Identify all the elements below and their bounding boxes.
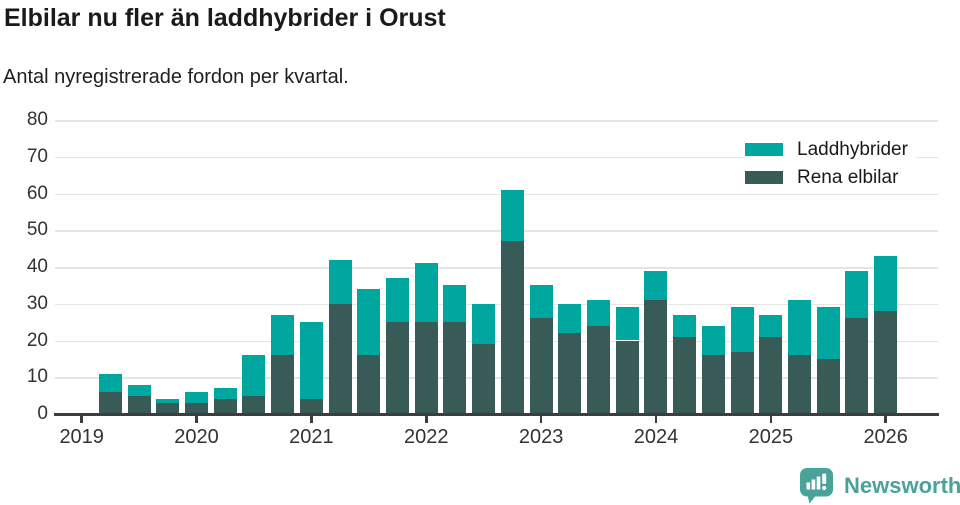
bar-laddhybrider-2023-Q1: [530, 285, 553, 318]
bar-laddhybrider-2021-Q2: [329, 260, 352, 304]
newsworthy-speech-bubble-bar-chart-icon: [799, 467, 835, 504]
bar-laddhybrider-2025-Q3: [817, 307, 840, 358]
x-tick-2023: [540, 416, 543, 423]
x-tick-label-2021: 2021: [276, 426, 346, 449]
newsworthy-logo[interactable]: Newsworthy: [799, 467, 960, 504]
bar-rena-elbilar-2023-Q4: [616, 341, 639, 415]
legend-label: Laddhybrider: [797, 139, 908, 160]
x-tick-label-2026: 2026: [851, 426, 921, 449]
bar-laddhybrider-2024-Q4: [731, 307, 754, 351]
bar-rena-elbilar-2023-Q3: [587, 326, 610, 414]
bar-laddhybrider-2025-Q4: [845, 271, 868, 319]
bar-rena-elbilar-2022-Q2: [443, 322, 466, 414]
bar-laddhybrider-2020-Q4: [271, 315, 294, 355]
y-tick-label-70: 70: [10, 146, 48, 168]
bar-laddhybrider-2019-Q3: [128, 385, 151, 396]
rena-elbilar-color-swatch: [745, 171, 783, 184]
bar-rena-elbilar-2020-Q3: [242, 396, 265, 414]
x-tick-2024: [655, 416, 658, 423]
bar-rena-elbilar-2022-Q3: [472, 344, 495, 414]
bar-laddhybrider-2025-Q2: [788, 300, 811, 355]
laddhybrider-color-swatch: [745, 143, 783, 156]
bar-rena-elbilar-2023-Q1: [530, 318, 553, 414]
bar-laddhybrider-2022-Q2: [443, 285, 466, 322]
bar-rena-elbilar-2019-Q2: [99, 392, 122, 414]
bar-laddhybrider-2023-Q4: [616, 307, 639, 340]
bar-laddhybrider-2022-Q4: [501, 190, 524, 241]
bar-laddhybrider-2024-Q1: [644, 271, 667, 300]
bar-rena-elbilar-2021-Q3: [357, 355, 380, 414]
y-tick-label-60: 60: [10, 183, 48, 205]
legend-item-laddhybrider: Laddhybrider: [745, 137, 916, 162]
x-tick-label-2025: 2025: [736, 426, 806, 449]
bar-rena-elbilar-2024-Q4: [731, 352, 754, 414]
gridline-40: [55, 267, 938, 269]
x-axis-line: [54, 413, 939, 416]
y-tick-label-0: 0: [10, 403, 48, 425]
y-tick-label-50: 50: [10, 219, 48, 241]
gridline-80: [55, 120, 938, 122]
x-tick-label-2020: 2020: [162, 426, 232, 449]
page-title: Elbilar nu fler än laddhybrider i Orust: [4, 4, 446, 33]
bar-rena-elbilar-2023-Q2: [558, 333, 581, 414]
bar-rena-elbilar-2022-Q4: [501, 241, 524, 414]
x-tick-label-2022: 2022: [391, 426, 461, 449]
bar-laddhybrider-2025-Q1: [759, 315, 782, 337]
bar-laddhybrider-2020-Q1: [185, 392, 208, 403]
legend-label: Rena elbilar: [797, 167, 898, 188]
bar-laddhybrider-2022-Q3: [472, 304, 495, 344]
y-tick-label-30: 30: [10, 293, 48, 315]
bar-laddhybrider-2024-Q2: [673, 315, 696, 337]
y-tick-label-10: 10: [10, 366, 48, 388]
bar-laddhybrider-2023-Q2: [558, 304, 581, 333]
bar-rena-elbilar-2021-Q2: [329, 304, 352, 414]
y-tick-label-80: 80: [10, 109, 48, 131]
bar-rena-elbilar-2024-Q2: [673, 337, 696, 414]
bar-rena-elbilar-2019-Q3: [128, 396, 151, 414]
bar-laddhybrider-2024-Q3: [702, 326, 725, 355]
y-tick-label-20: 20: [10, 330, 48, 352]
bar-laddhybrider-2019-Q2: [99, 374, 122, 392]
bar-rena-elbilar-2024-Q3: [702, 355, 725, 414]
gridline-60: [55, 194, 938, 196]
x-tick-2026: [884, 416, 887, 423]
bar-laddhybrider-2026-Q1: [874, 256, 897, 311]
gridline-50: [55, 230, 938, 232]
bar-rena-elbilar-2020-Q4: [271, 355, 294, 414]
x-tick-2025: [770, 416, 773, 423]
bar-laddhybrider-2023-Q3: [587, 300, 610, 326]
x-tick-2022: [425, 416, 428, 423]
chart-legend: Laddhybrider Rena elbilar: [745, 137, 916, 193]
y-tick-label-40: 40: [10, 256, 48, 278]
bar-rena-elbilar-2021-Q4: [386, 322, 409, 414]
bar-rena-elbilar-2026-Q1: [874, 311, 897, 414]
x-tick-2019: [80, 416, 83, 423]
bar-laddhybrider-2020-Q2: [214, 388, 237, 399]
bar-rena-elbilar-2021-Q1: [300, 399, 323, 414]
bar-laddhybrider-2019-Q4: [156, 399, 179, 403]
x-tick-label-2023: 2023: [506, 426, 576, 449]
bar-laddhybrider-2021-Q1: [300, 322, 323, 399]
bar-rena-elbilar-2025-Q4: [845, 318, 868, 414]
chart-subtitle: Antal nyregistrerade fordon per kvartal.: [3, 66, 349, 89]
x-tick-label-2019: 2019: [47, 426, 117, 449]
x-tick-2021: [310, 416, 313, 423]
bar-laddhybrider-2021-Q3: [357, 289, 380, 355]
bar-laddhybrider-2021-Q4: [386, 278, 409, 322]
brand-name: Newsworthy: [844, 473, 960, 499]
bar-rena-elbilar-2022-Q1: [415, 322, 438, 414]
bar-rena-elbilar-2020-Q2: [214, 399, 237, 414]
x-tick-2020: [195, 416, 198, 423]
bar-rena-elbilar-2025-Q1: [759, 337, 782, 414]
bar-laddhybrider-2020-Q3: [242, 355, 265, 395]
bar-rena-elbilar-2025-Q2: [788, 355, 811, 414]
bar-rena-elbilar-2024-Q1: [644, 300, 667, 414]
bar-laddhybrider-2022-Q1: [415, 263, 438, 322]
x-tick-label-2024: 2024: [621, 426, 691, 449]
bar-rena-elbilar-2025-Q3: [817, 359, 840, 414]
legend-item-rena-elbilar: Rena elbilar: [745, 165, 916, 190]
